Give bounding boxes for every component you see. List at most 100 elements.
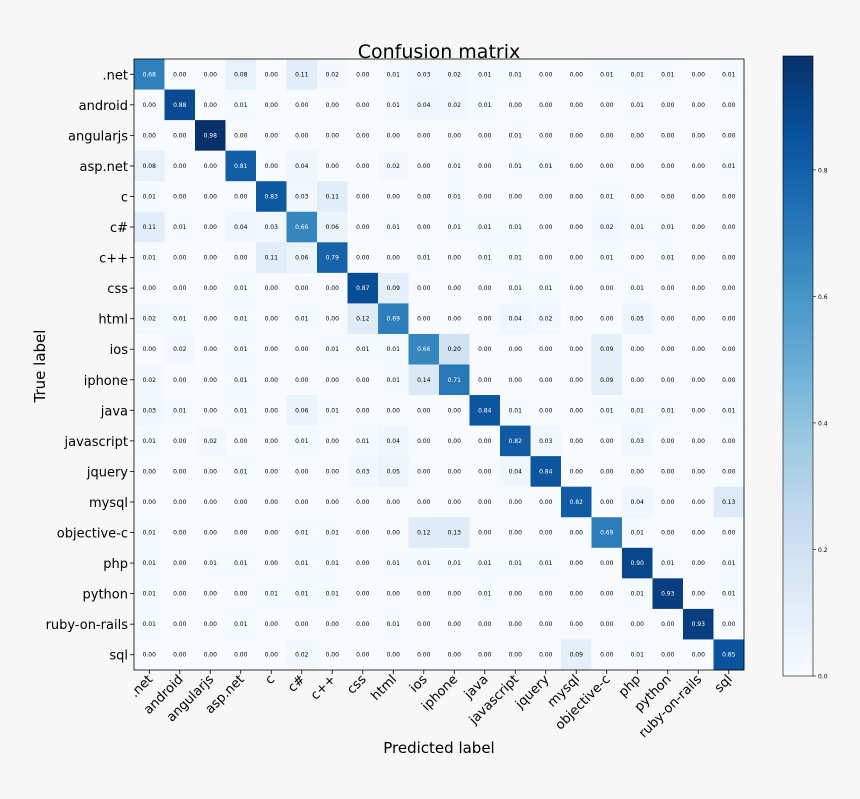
cell-value-label: 0.01 bbox=[448, 560, 462, 567]
cell-value-label: 0.00 bbox=[631, 621, 645, 628]
cell-value-label: 0.00 bbox=[661, 102, 675, 109]
heatmap-cell bbox=[622, 120, 653, 152]
y-tick-label: angularjs bbox=[68, 129, 128, 144]
y-tick-label: c++ bbox=[99, 252, 128, 267]
heatmap-cell bbox=[439, 181, 470, 213]
cell-value-label: 0.01 bbox=[722, 71, 736, 78]
x-tick-label: ios bbox=[407, 672, 431, 696]
cell-value-label: 0.00 bbox=[387, 255, 401, 262]
cell-value-label: 0.01 bbox=[234, 285, 248, 292]
heatmap-cell bbox=[256, 211, 287, 243]
heatmap-cell bbox=[713, 364, 745, 396]
heatmap-cell bbox=[683, 333, 714, 365]
heatmap-cell bbox=[286, 578, 318, 610]
cell-value-label: 0.01 bbox=[509, 255, 523, 262]
heatmap-cell bbox=[622, 517, 653, 549]
cell-value-label: 0.00 bbox=[570, 71, 584, 78]
heatmap-cell bbox=[439, 120, 470, 152]
heatmap-cell bbox=[256, 608, 287, 640]
cell-value-label: 0.01 bbox=[143, 591, 157, 598]
heatmap-cell bbox=[591, 272, 623, 304]
cell-value-label: 0.00 bbox=[539, 132, 553, 139]
heatmap-cell bbox=[195, 364, 226, 396]
heatmap-cell bbox=[134, 608, 165, 640]
cell-value-label: 0.00 bbox=[265, 468, 279, 475]
cell-value-label: 0.00 bbox=[295, 346, 309, 353]
cell-value-label: 0.01 bbox=[509, 163, 523, 170]
heatmap-cell bbox=[591, 608, 623, 640]
heatmap-cell bbox=[164, 547, 196, 579]
cell-value-label: 0.00 bbox=[570, 132, 584, 139]
heatmap-cell bbox=[317, 272, 348, 304]
heatmap-cell bbox=[591, 89, 623, 121]
heatmap-cell bbox=[591, 364, 623, 396]
cell-value-label: 0.01 bbox=[478, 102, 492, 109]
cell-value-label: 0.00 bbox=[631, 377, 645, 384]
cell-value-label: 0.00 bbox=[570, 407, 584, 414]
heatmap-cell bbox=[561, 303, 592, 335]
heatmap-cell bbox=[134, 181, 165, 213]
heatmap-cell bbox=[286, 608, 318, 640]
heatmap-cell bbox=[622, 395, 653, 426]
heatmap-cell bbox=[347, 242, 379, 274]
heatmap-cell bbox=[408, 211, 440, 243]
cell-value-label: 0.01 bbox=[631, 652, 645, 659]
cell-value-label: 0.01 bbox=[509, 407, 523, 414]
y-tick-label: objective-c bbox=[57, 527, 128, 542]
cell-value-label: 0.00 bbox=[692, 102, 706, 109]
cell-value-label: 0.00 bbox=[692, 438, 706, 445]
heatmap-cell bbox=[713, 608, 745, 640]
cell-value-label: 0.00 bbox=[234, 530, 248, 537]
heatmap-cell bbox=[561, 211, 592, 243]
cell-value-label: 0.00 bbox=[661, 163, 675, 170]
heatmap-cell bbox=[713, 333, 745, 365]
cell-value-label: 0.06 bbox=[326, 224, 340, 231]
heatmap-cell bbox=[164, 608, 196, 640]
heatmap-cell bbox=[408, 333, 440, 365]
heatmap-cell bbox=[469, 59, 501, 90]
heatmap-cell bbox=[347, 456, 379, 488]
cell-value-label: 0.01 bbox=[295, 591, 309, 598]
cell-value-label: 0.00 bbox=[417, 285, 431, 292]
cell-value-label: 0.00 bbox=[173, 193, 187, 200]
cell-value-label: 0.00 bbox=[204, 377, 218, 384]
heatmap-cell bbox=[225, 242, 257, 274]
heatmap-cell bbox=[683, 578, 714, 610]
heatmap-cell bbox=[591, 211, 623, 243]
heatmap-cell bbox=[164, 272, 196, 304]
cell-value-label: 0.00 bbox=[265, 346, 279, 353]
heatmap-cell bbox=[683, 272, 714, 304]
cell-value-label: 0.00 bbox=[722, 224, 736, 231]
heatmap-cell bbox=[256, 517, 287, 549]
cell-value-label: 0.08 bbox=[143, 163, 157, 170]
heatmap-cell bbox=[378, 364, 409, 396]
cell-value-label: 0.00 bbox=[509, 530, 523, 537]
cell-value-label: 0.01 bbox=[539, 285, 553, 292]
cell-value-label: 0.00 bbox=[326, 132, 340, 139]
heatmap-cell bbox=[622, 333, 653, 365]
cell-value-label: 0.14 bbox=[417, 377, 431, 384]
cell-value-label: 0.00 bbox=[265, 163, 279, 170]
heatmap-cell bbox=[439, 547, 470, 579]
heatmap-cell bbox=[622, 181, 653, 213]
cell-value-label: 0.01 bbox=[600, 193, 614, 200]
cell-value-label: 0.00 bbox=[509, 621, 523, 628]
cell-value-label: 0.82 bbox=[570, 499, 584, 506]
y-tick-label: jquery bbox=[86, 465, 128, 480]
heatmap-cell bbox=[439, 486, 470, 518]
cell-value-label: 0.00 bbox=[692, 560, 706, 567]
heatmap-cell bbox=[408, 425, 440, 457]
cell-value-label: 0.00 bbox=[692, 499, 706, 506]
heatmap-cell bbox=[195, 272, 226, 304]
cell-value-label: 0.00 bbox=[387, 499, 401, 506]
heatmap-cell bbox=[225, 578, 257, 610]
cell-value-label: 0.01 bbox=[295, 560, 309, 567]
heatmap-cell bbox=[378, 59, 409, 90]
heatmap-cell bbox=[378, 181, 409, 213]
cell-value-label: 0.00 bbox=[417, 132, 431, 139]
heatmap-cell bbox=[256, 242, 287, 274]
cell-value-label: 0.01 bbox=[387, 377, 401, 384]
heatmap-cell bbox=[164, 333, 196, 365]
heatmap-cell bbox=[347, 333, 379, 365]
heatmap-cell bbox=[652, 120, 684, 152]
